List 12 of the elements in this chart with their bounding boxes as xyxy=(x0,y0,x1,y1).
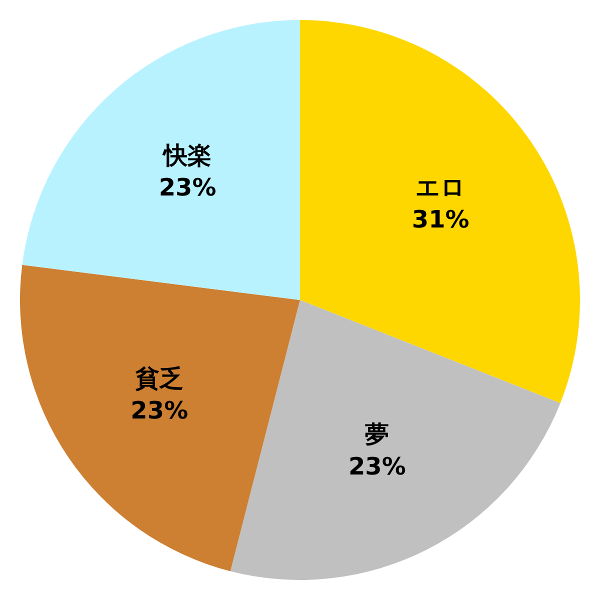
slice-label: 貧乏 xyxy=(134,364,184,393)
pie-slice xyxy=(300,20,580,404)
slice-label: 夢 xyxy=(365,420,390,448)
pie-slice xyxy=(20,264,300,572)
data-label: 23% xyxy=(130,396,188,425)
data-label: 23% xyxy=(348,452,406,480)
slice-label: 快楽 xyxy=(162,141,212,170)
pie-slice xyxy=(230,300,560,580)
slice-label: エロ xyxy=(416,173,466,202)
data-label: 23% xyxy=(158,173,216,202)
data-label: 31% xyxy=(412,205,470,234)
pie-slice xyxy=(22,20,300,300)
